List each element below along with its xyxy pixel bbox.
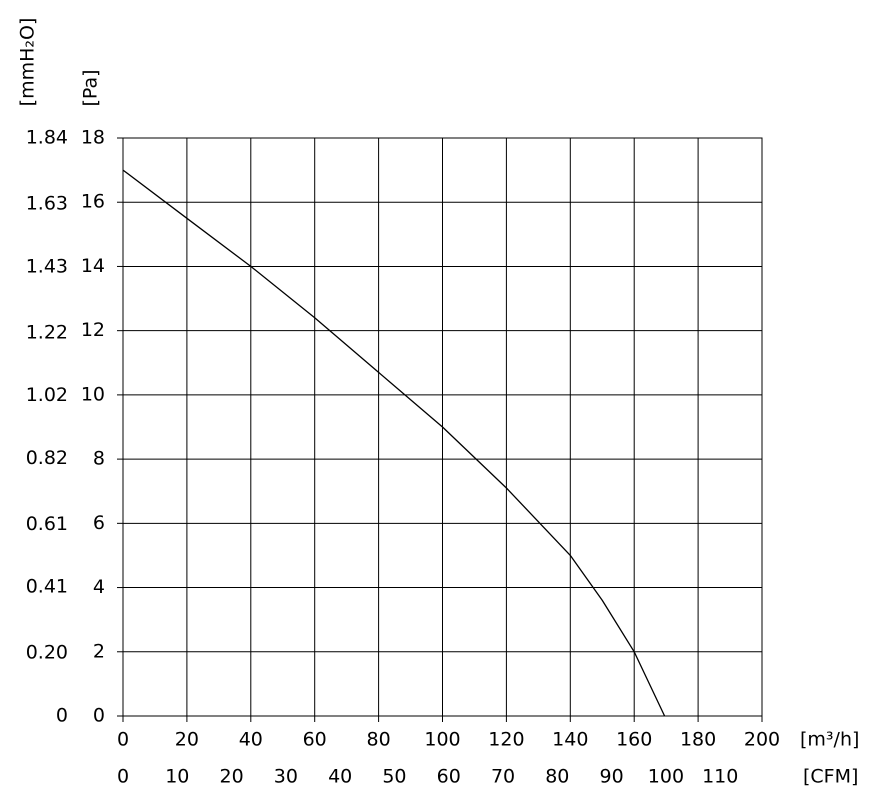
y-axis-label: [Pa] xyxy=(80,69,102,106)
y-tick-label: 10 xyxy=(81,383,105,405)
x2-tick-label: 10 xyxy=(165,766,189,788)
x-axis-label: [m³/h] xyxy=(800,729,859,751)
x2-tick-label: 60 xyxy=(437,766,461,788)
x-tick-label: 180 xyxy=(680,729,716,751)
x-tick-label: 200 xyxy=(744,729,780,751)
y2-tick-label: 0 xyxy=(56,705,68,727)
y2-tick-label: 0.20 xyxy=(26,642,68,664)
y2-tick-label: 1.02 xyxy=(26,384,68,406)
x2-tick-label: 80 xyxy=(545,766,569,788)
y2-tick-label: 0.41 xyxy=(26,576,68,598)
x-tick-label: 20 xyxy=(175,729,199,751)
x2-tick-label: 0 xyxy=(117,766,129,788)
x2-tick-label: 100 xyxy=(648,766,684,788)
y-tick-label: 16 xyxy=(81,191,105,213)
x-tick-label: 160 xyxy=(616,729,652,751)
x-tick-label: 40 xyxy=(239,729,263,751)
y-tick-label: 4 xyxy=(93,576,105,598)
y-tick-label: 18 xyxy=(81,127,105,149)
x-tick-label: 120 xyxy=(488,729,524,751)
y-tick-label: 8 xyxy=(93,448,105,470)
y-tick-label: 2 xyxy=(93,640,105,662)
x-tick-label: 0 xyxy=(117,729,129,751)
y2-tick-label: 1.43 xyxy=(26,255,68,277)
y-tick-label: 6 xyxy=(93,512,105,534)
y-tick-label: 0 xyxy=(93,705,105,727)
curve xyxy=(122,169,666,717)
x2-axis-label: [CFM] xyxy=(803,766,858,788)
x2-tick-label: 70 xyxy=(491,766,515,788)
y-tick-label: 12 xyxy=(81,319,105,341)
x2-tick-label: 50 xyxy=(382,766,406,788)
y-tick-label: 14 xyxy=(81,255,105,277)
x2-tick-label: 40 xyxy=(328,766,352,788)
y2-tick-label: 0.82 xyxy=(26,447,68,469)
x2-tick-label: 20 xyxy=(219,766,243,788)
x2-tick-label: 110 xyxy=(702,766,738,788)
x-tick-label: 100 xyxy=(424,729,460,751)
y2-tick-label: 1.84 xyxy=(26,127,68,149)
x-tick-label: 140 xyxy=(552,729,588,751)
y2-tick-label: 0.61 xyxy=(26,513,68,535)
x2-tick-label: 90 xyxy=(600,766,624,788)
x2-tick-label: 30 xyxy=(274,766,298,788)
y2-tick-label: 1.22 xyxy=(26,321,68,343)
y2-axis-label: [mmH₂O] xyxy=(17,18,39,107)
x-tick-label: 80 xyxy=(367,729,391,751)
y2-tick-label: 1.63 xyxy=(26,192,68,214)
x-tick-label: 60 xyxy=(303,729,327,751)
